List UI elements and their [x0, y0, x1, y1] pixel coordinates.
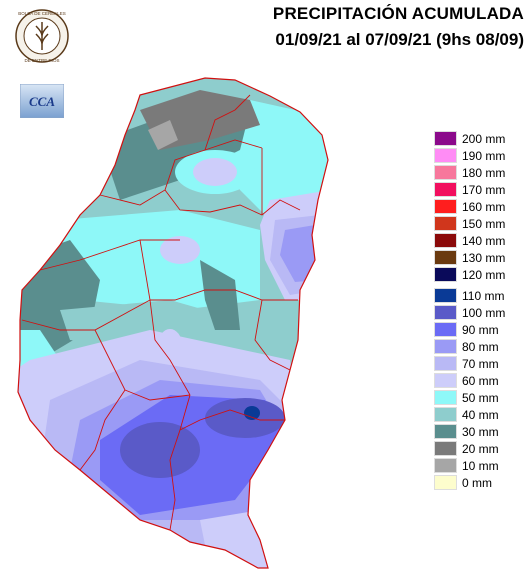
legend-label: 20 mm [462, 442, 499, 456]
legend-item: 150 mm [434, 216, 530, 233]
legend-label: 150 mm [462, 217, 506, 231]
legend-label: 190 mm [462, 149, 506, 163]
legend-swatch [434, 458, 457, 473]
legend-label: 140 mm [462, 234, 506, 248]
legend-swatch [434, 390, 457, 405]
legend-swatch [434, 131, 457, 146]
legend-item: 140 mm [434, 233, 530, 250]
cca-logo: CCA [20, 84, 64, 118]
legend-swatch [434, 407, 457, 422]
legend-swatch [434, 322, 457, 337]
legend-swatch [434, 373, 457, 388]
legend-label: 60 mm [462, 374, 499, 388]
legend-swatch [434, 339, 457, 354]
legend-item: 10 mm [434, 458, 530, 475]
legend-item: 190 mm [434, 148, 530, 165]
legend-swatch [434, 216, 457, 231]
legend-item: 200 mm [434, 131, 530, 148]
legend-swatch [434, 288, 457, 303]
legend-swatch [434, 475, 457, 490]
legend-swatch [434, 441, 457, 456]
legend-item: 180 mm [434, 165, 530, 182]
legend-label: 160 mm [462, 200, 506, 214]
legend-label: 100 mm [462, 306, 506, 320]
legend-item: 160 mm [434, 199, 530, 216]
legend-item: 70 mm [434, 356, 530, 373]
map-title: PRECIPITACIÓN ACUMULADA [272, 4, 524, 23]
legend-label: 90 mm [462, 323, 499, 337]
legend-swatch [434, 424, 457, 439]
svg-text:CCA: CCA [29, 94, 55, 109]
legend-label: 200 mm [462, 132, 506, 146]
legend-label: 0 mm [462, 476, 492, 490]
legend-label: 120 mm [462, 268, 506, 282]
legend-swatch [434, 267, 457, 282]
legend-item: 0 mm [434, 475, 530, 492]
legend-swatch [434, 356, 457, 371]
legend-swatch [434, 233, 457, 248]
legend-item: 20 mm [434, 441, 530, 458]
legend-label: 180 mm [462, 166, 506, 180]
legend-item: 40 mm [434, 407, 530, 424]
legend-item: 30 mm [434, 424, 530, 441]
legend-item: 100 mm [434, 305, 530, 322]
legend-swatch [434, 250, 457, 265]
legend-item: 90 mm [434, 322, 530, 339]
legend-label: 30 mm [462, 425, 499, 439]
legend-item: 110 mm [434, 288, 530, 305]
legend-label: 170 mm [462, 183, 506, 197]
bolsa-cereales-seal-logo: BOLSA DE CEREALES DE ENTRE RIOS [15, 9, 69, 63]
svg-text:DE ENTRE RIOS: DE ENTRE RIOS [24, 58, 59, 63]
legend-swatch [434, 148, 457, 163]
legend-label: 40 mm [462, 408, 499, 422]
legend-label: 70 mm [462, 357, 499, 371]
legend-label: 130 mm [462, 251, 506, 265]
legend-item: 60 mm [434, 373, 530, 390]
legend-swatch [434, 199, 457, 214]
legend-item: 120 mm [434, 267, 530, 284]
legend-item: 130 mm [434, 250, 530, 267]
legend-swatch [434, 165, 457, 180]
legend-label: 10 mm [462, 459, 499, 473]
legend-swatch [434, 305, 457, 320]
legend-label: 80 mm [462, 340, 499, 354]
legend-item: 170 mm [434, 182, 530, 199]
legend-item: 50 mm [434, 390, 530, 407]
legend-item: 80 mm [434, 339, 530, 356]
legend-swatch [434, 182, 457, 197]
legend-label: 50 mm [462, 391, 499, 405]
svg-text:BOLSA DE CEREALES: BOLSA DE CEREALES [18, 11, 66, 16]
map-period: 01/09/21 al 07/09/21 (9hs 08/09) [275, 30, 524, 49]
legend-label: 110 mm [462, 289, 505, 303]
